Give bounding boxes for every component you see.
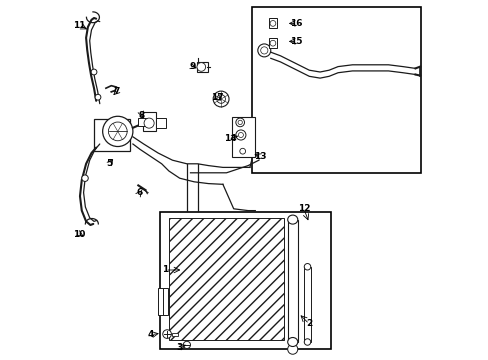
Circle shape: [260, 47, 267, 54]
Circle shape: [144, 118, 154, 128]
Bar: [155, 118, 166, 128]
Circle shape: [269, 21, 275, 26]
Circle shape: [81, 175, 88, 181]
Bar: [268, 38, 276, 48]
Text: 14: 14: [224, 134, 236, 143]
Bar: [158, 288, 163, 315]
Text: 16: 16: [290, 19, 303, 28]
Circle shape: [238, 132, 243, 138]
Circle shape: [269, 40, 275, 46]
Text: 13: 13: [254, 152, 266, 161]
Text: 17: 17: [211, 93, 224, 102]
Ellipse shape: [287, 215, 297, 224]
Text: 8: 8: [139, 111, 145, 120]
Bar: [268, 18, 276, 28]
Circle shape: [197, 63, 205, 71]
Bar: [304, 267, 310, 342]
Circle shape: [257, 44, 270, 57]
Circle shape: [239, 148, 245, 154]
Text: 12: 12: [297, 204, 309, 213]
Text: 10: 10: [73, 230, 85, 239]
Ellipse shape: [304, 339, 310, 345]
Circle shape: [287, 344, 297, 354]
Circle shape: [213, 91, 228, 107]
Text: 7: 7: [113, 87, 120, 96]
Text: 5: 5: [106, 159, 112, 168]
Circle shape: [238, 120, 242, 125]
Circle shape: [95, 94, 101, 100]
Circle shape: [163, 330, 171, 338]
Text: 6: 6: [137, 188, 143, 197]
Bar: [197, 62, 207, 72]
Ellipse shape: [304, 264, 310, 270]
Bar: [231, 117, 255, 157]
Ellipse shape: [287, 338, 297, 346]
Circle shape: [102, 116, 133, 147]
Circle shape: [216, 95, 225, 103]
Bar: [251, 7, 420, 173]
Text: 9: 9: [189, 62, 195, 71]
Circle shape: [235, 130, 245, 140]
Bar: [163, 288, 168, 315]
Bar: [287, 220, 297, 342]
Bar: [160, 212, 330, 349]
Bar: [137, 118, 146, 126]
Circle shape: [91, 69, 97, 75]
Text: 15: 15: [290, 37, 303, 46]
Text: 4: 4: [147, 330, 154, 339]
Text: 1: 1: [162, 266, 168, 275]
Bar: [168, 218, 284, 340]
Bar: [94, 119, 130, 151]
Text: 2: 2: [305, 320, 312, 328]
Circle shape: [108, 122, 127, 141]
Circle shape: [183, 341, 190, 348]
Bar: [171, 333, 178, 336]
Circle shape: [235, 118, 244, 127]
Bar: [142, 112, 155, 131]
Text: 11: 11: [73, 21, 85, 30]
Text: 3: 3: [176, 343, 183, 352]
